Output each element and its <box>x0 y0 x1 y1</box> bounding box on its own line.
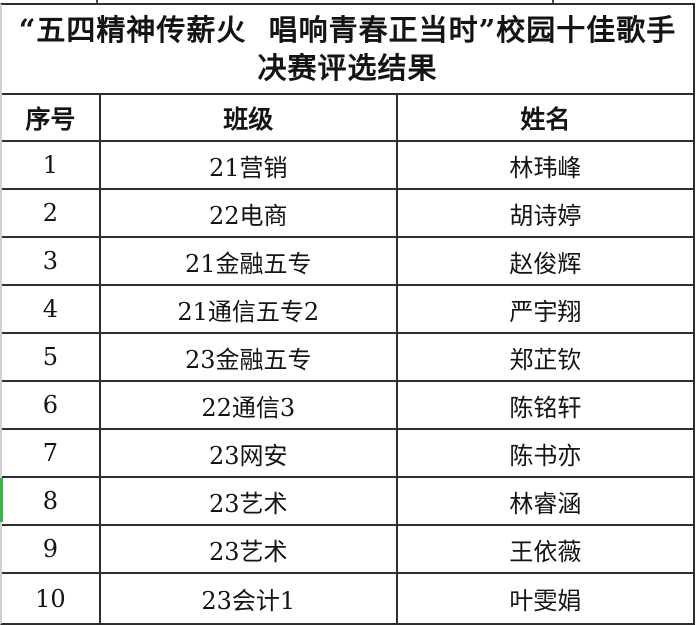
table-row: 2 22电商 胡诗婷 <box>2 188 693 236</box>
cell-number: 9 <box>42 535 58 563</box>
cell-number: 8 <box>42 487 58 515</box>
cell-class: 23艺术 <box>98 478 396 524</box>
cell-class: 23金融五专 <box>98 334 396 380</box>
header-cell-name: 姓名 <box>395 95 693 140</box>
cell-name: 严宇翔 <box>395 286 693 332</box>
table-title-line1: “五四精神传薪火 唱响青春正当时”校园十佳歌手 <box>18 13 677 47</box>
cell-name: 赵俊辉 <box>395 238 693 284</box>
cell-name: 王依薇 <box>395 526 693 572</box>
table-title: “五四精神传薪火 唱响青春正当时”校园十佳歌手 决赛评选结果 <box>2 5 693 93</box>
table-row: 4 21通信五专2 严宇翔 <box>2 284 693 332</box>
cell-class: 21金融五专 <box>98 238 396 284</box>
cell-name: 林睿涵 <box>395 478 693 524</box>
cell-class: 23网安 <box>98 430 396 476</box>
cell-name: 叶雯娟 <box>395 574 693 623</box>
cell-class: 23艺术 <box>98 526 396 572</box>
table-row: 3 21金融五专 赵俊辉 <box>2 236 693 284</box>
table-row: 5 23金融五专 郑芷钦 <box>2 332 693 380</box>
table-row: 9 23艺术 王依薇 <box>2 524 693 572</box>
header-cell-number: 序号 <box>25 104 76 134</box>
cell-name: 陈书亦 <box>395 430 693 476</box>
cell-class: 21营销 <box>98 142 396 188</box>
results-table: “五四精神传薪火 唱响青春正当时”校园十佳歌手 决赛评选结果 序号 班级 姓名 … <box>0 3 695 625</box>
cell-class: 21通信五专2 <box>98 286 396 332</box>
row8-left-edge-marker <box>0 478 3 522</box>
cell-class: 23会计1 <box>98 574 396 623</box>
cell-class: 22电商 <box>98 190 396 236</box>
table-row: 6 22通信3 陈铭轩 <box>2 380 693 428</box>
table-title-line2: 决赛评选结果 <box>257 51 438 85</box>
table-row: 7 23网安 陈书亦 <box>2 428 693 476</box>
cropped-row-border-tick <box>552 0 554 3</box>
table-header-row: 序号 班级 姓名 <box>2 93 693 140</box>
cell-number: 2 <box>42 199 58 227</box>
table-row: 1 21营销 林玮峰 <box>2 140 693 188</box>
cell-class: 22通信3 <box>98 382 396 428</box>
cell-number: 6 <box>42 391 58 419</box>
cell-number: 1 <box>42 151 58 179</box>
table-row: 10 23会计1 叶雯娟 <box>2 572 693 623</box>
cell-name: 胡诗婷 <box>395 190 693 236</box>
cell-number: 7 <box>42 439 58 467</box>
cell-number: 4 <box>42 295 58 323</box>
cell-number: 3 <box>42 247 58 275</box>
header-cell-class: 班级 <box>98 95 396 140</box>
cropped-row-border-tick <box>96 0 98 3</box>
cell-number: 10 <box>35 584 66 613</box>
table-row: 8 23艺术 林睿涵 <box>2 476 693 524</box>
cell-number: 5 <box>42 343 58 371</box>
cell-name: 陈铭轩 <box>395 382 693 428</box>
cell-name: 林玮峰 <box>395 142 693 188</box>
cell-name: 郑芷钦 <box>395 334 693 380</box>
